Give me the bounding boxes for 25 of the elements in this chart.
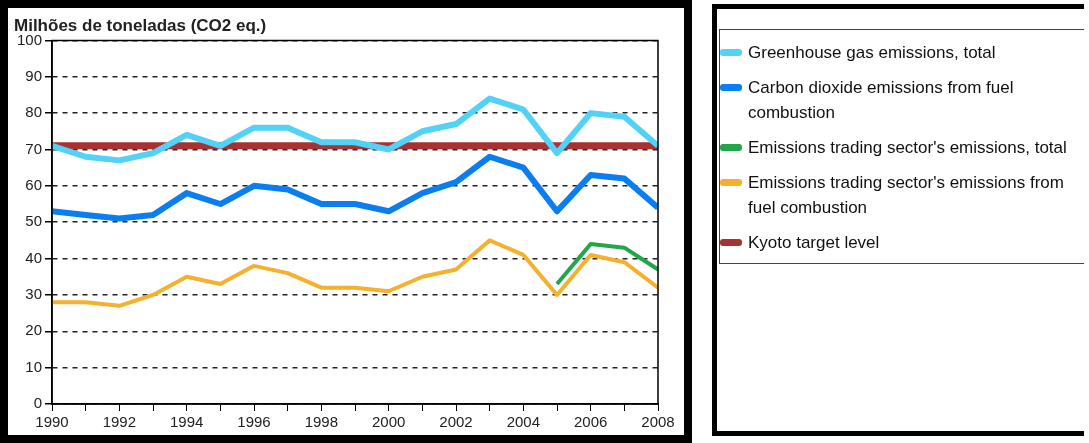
legend-label: Carbon dioxide emissions from fuel combustion: [748, 77, 1015, 124]
y-tick-label: 90: [25, 66, 43, 84]
y-tick-label: 50: [25, 212, 43, 230]
y-tick-label: 80: [25, 103, 43, 121]
x-tick-label: 1992: [102, 413, 137, 431]
x-tick-label: 2002: [439, 413, 473, 431]
y-tick-label: 40: [25, 248, 43, 266]
legend-label: Emissions trading sector's emissions, total: [748, 137, 1067, 159]
x-tick-label: 2006: [573, 413, 608, 431]
y-tick-label: 0: [33, 394, 43, 412]
x-tick-label: 2004: [506, 413, 541, 431]
legend-label: Kyoto target level: [748, 232, 880, 254]
y-tick-label: 20: [25, 321, 43, 339]
x-tick-label: 1996: [237, 413, 271, 431]
y-tick-label: 60: [25, 175, 43, 193]
x-tick-label: 2008: [641, 413, 675, 431]
y-tick-label: 70: [25, 139, 43, 157]
x-tick-label: 1994: [170, 413, 204, 431]
x-tick-label: 1990: [35, 413, 69, 431]
x-tick-label: 1998: [304, 413, 339, 431]
legend-label: Greenhouse gas emissions, total: [748, 42, 996, 64]
y-tick-label: 30: [25, 285, 43, 303]
x-tick-label: 2000: [371, 413, 406, 431]
legend-label: Emissions trading sector's emissions from fuel combustion: [748, 172, 1065, 219]
y-tick-label: 10: [25, 357, 43, 375]
